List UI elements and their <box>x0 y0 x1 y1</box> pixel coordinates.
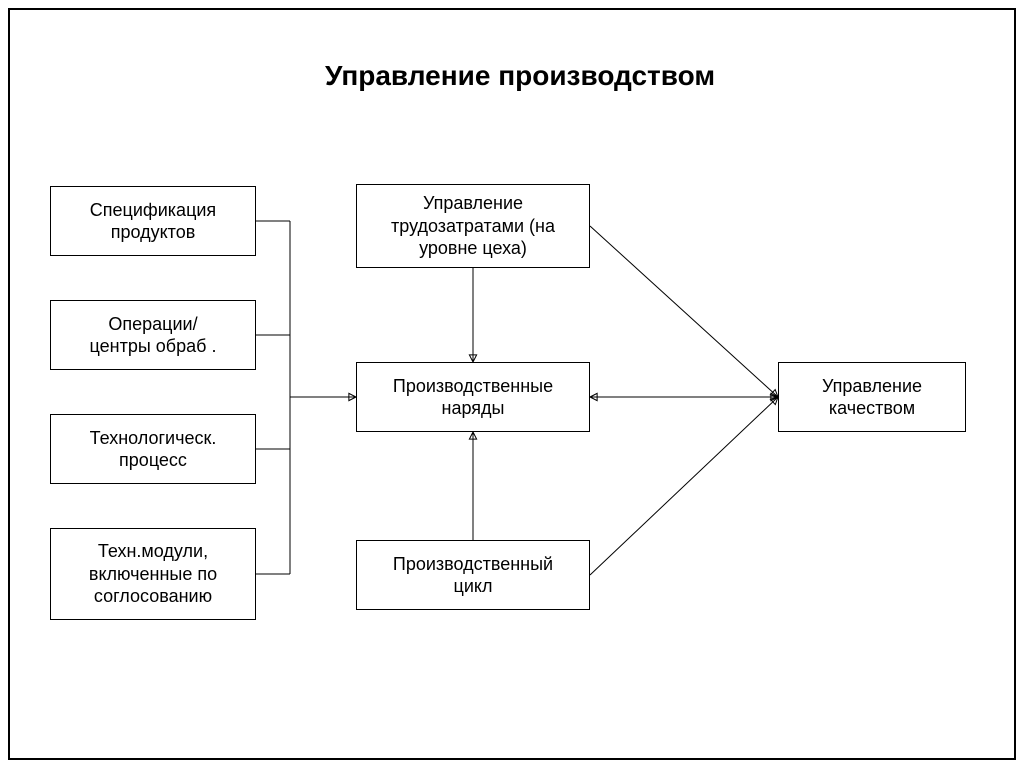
node-quality: Управление качеством <box>778 362 966 432</box>
node-orders: Производственные наряды <box>356 362 590 432</box>
node-cycle: Производственный цикл <box>356 540 590 610</box>
node-tech: Технологическ. процесс <box>50 414 256 484</box>
node-ops: Операции/ центры обраб . <box>50 300 256 370</box>
node-labor: Управление трудозатратами (на уровне цех… <box>356 184 590 268</box>
page-title: Управление производством <box>260 60 780 92</box>
node-modules: Техн.модули, включенные по соглосованию <box>50 528 256 620</box>
node-spec: Спецификация продуктов <box>50 186 256 256</box>
